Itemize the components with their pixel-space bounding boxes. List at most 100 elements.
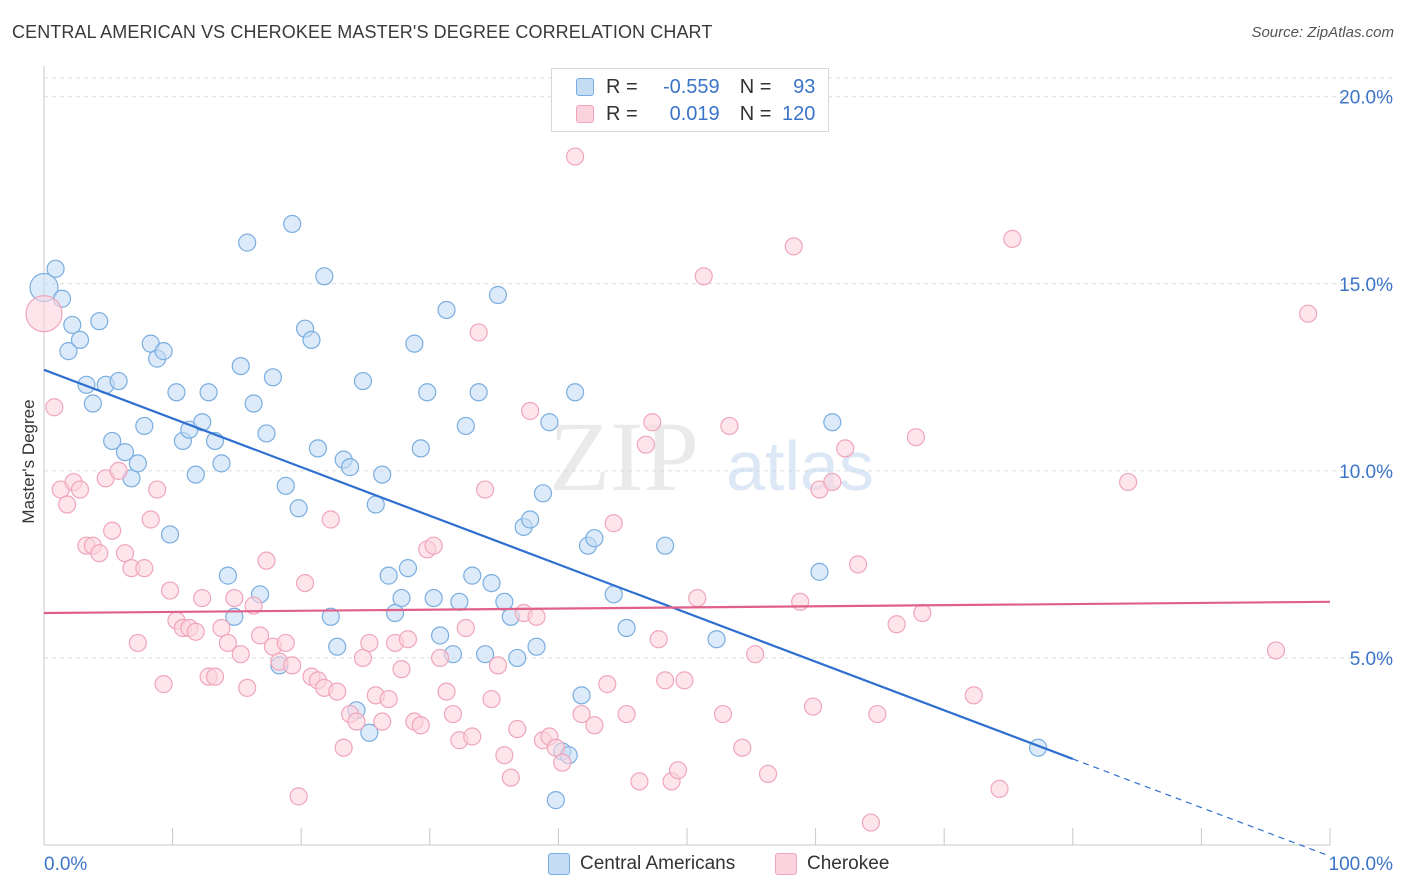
x-tick-label-min: 0.0% bbox=[44, 854, 87, 875]
data-point bbox=[713, 704, 733, 724]
data-point bbox=[167, 383, 186, 402]
data-point bbox=[488, 285, 508, 305]
data-point bbox=[289, 787, 308, 806]
data-point bbox=[115, 443, 135, 462]
data-point bbox=[1003, 229, 1022, 248]
data-point bbox=[861, 813, 880, 832]
data-point bbox=[521, 510, 540, 529]
data-point bbox=[424, 588, 443, 608]
data-point bbox=[1118, 472, 1138, 492]
data-point bbox=[572, 686, 591, 705]
data-point bbox=[643, 413, 662, 432]
legend-r-value: 0.019 bbox=[669, 102, 720, 125]
legend-row-central-americans: R = -0.559 N = 93 bbox=[576, 74, 815, 100]
data-point bbox=[148, 480, 167, 499]
trend-layer bbox=[43, 368, 1331, 857]
data-point bbox=[398, 630, 418, 649]
data-point bbox=[334, 738, 353, 757]
data-point bbox=[231, 356, 250, 376]
data-point bbox=[160, 581, 180, 600]
data-point bbox=[109, 371, 128, 391]
data-point bbox=[193, 588, 212, 608]
data-point bbox=[430, 648, 450, 668]
data-point bbox=[186, 465, 205, 484]
data-point bbox=[205, 667, 225, 686]
data-point bbox=[430, 626, 450, 645]
data-point bbox=[218, 633, 237, 653]
points-layer bbox=[25, 147, 1318, 832]
data-point bbox=[656, 671, 675, 690]
data-point bbox=[308, 439, 328, 458]
data-point bbox=[103, 431, 122, 451]
data-point bbox=[746, 645, 765, 664]
legend-r-label: R = bbox=[606, 75, 638, 98]
data-point bbox=[302, 330, 321, 350]
data-point bbox=[315, 267, 334, 286]
data-point bbox=[103, 521, 122, 540]
data-point bbox=[353, 648, 373, 668]
data-point bbox=[283, 656, 302, 675]
data-point bbox=[379, 689, 398, 709]
data-point bbox=[675, 671, 694, 690]
data-point bbox=[495, 746, 514, 765]
data-point bbox=[321, 510, 340, 529]
data-point bbox=[46, 259, 65, 278]
y-tick-label: 5.0% bbox=[1350, 649, 1393, 670]
data-point bbox=[521, 401, 540, 421]
data-point bbox=[83, 394, 102, 413]
data-point bbox=[437, 300, 456, 320]
data-point bbox=[115, 544, 135, 563]
data-point bbox=[276, 476, 295, 495]
watermark-zip: ZIP bbox=[549, 401, 699, 512]
bottom-legend-cherokee: Cherokee bbox=[775, 851, 889, 877]
data-point bbox=[990, 779, 1009, 798]
data-point bbox=[540, 413, 559, 432]
data-point bbox=[238, 678, 257, 697]
x-tick-label-max: 100.0% bbox=[1329, 854, 1394, 875]
data-point bbox=[617, 618, 636, 638]
data-point bbox=[694, 267, 713, 286]
data-point bbox=[546, 791, 565, 810]
data-point bbox=[836, 439, 855, 458]
data-point bbox=[295, 573, 315, 593]
data-point bbox=[328, 637, 347, 656]
legend-r-label: R = bbox=[606, 102, 638, 125]
data-point bbox=[340, 458, 360, 477]
data-point bbox=[566, 147, 585, 166]
data-point bbox=[212, 454, 231, 473]
data-point bbox=[418, 383, 437, 402]
data-point bbox=[70, 330, 90, 350]
data-point bbox=[482, 689, 501, 709]
data-point bbox=[263, 368, 283, 387]
data-point bbox=[141, 510, 160, 529]
data-point bbox=[720, 416, 739, 436]
data-point bbox=[385, 603, 405, 623]
y-tick-label: 15.0% bbox=[1339, 275, 1393, 296]
data-point bbox=[160, 525, 180, 544]
data-point bbox=[154, 342, 173, 361]
y-tick-label: 20.0% bbox=[1339, 88, 1393, 109]
data-point bbox=[810, 562, 829, 581]
data-point bbox=[411, 439, 430, 458]
data-point bbox=[636, 435, 655, 454]
data-point bbox=[791, 592, 810, 611]
data-point bbox=[553, 753, 572, 772]
data-point bbox=[199, 383, 218, 402]
data-point bbox=[617, 704, 636, 724]
data-point bbox=[231, 645, 250, 664]
bottom-legend-label-cherokee: Cherokee bbox=[807, 853, 890, 874]
data-point bbox=[360, 723, 379, 742]
data-point bbox=[604, 514, 623, 533]
data-point bbox=[463, 727, 482, 746]
trend-line-cherokee bbox=[43, 600, 1331, 615]
data-point bbox=[585, 529, 604, 548]
data-point bbox=[90, 544, 109, 563]
data-point bbox=[649, 630, 668, 649]
data-point bbox=[758, 764, 778, 784]
data-point bbox=[688, 588, 707, 608]
data-point bbox=[250, 626, 270, 645]
data-point bbox=[135, 559, 154, 578]
watermark: ZIP atlas bbox=[549, 401, 874, 512]
data-point bbox=[463, 566, 482, 585]
data-point bbox=[373, 465, 392, 484]
